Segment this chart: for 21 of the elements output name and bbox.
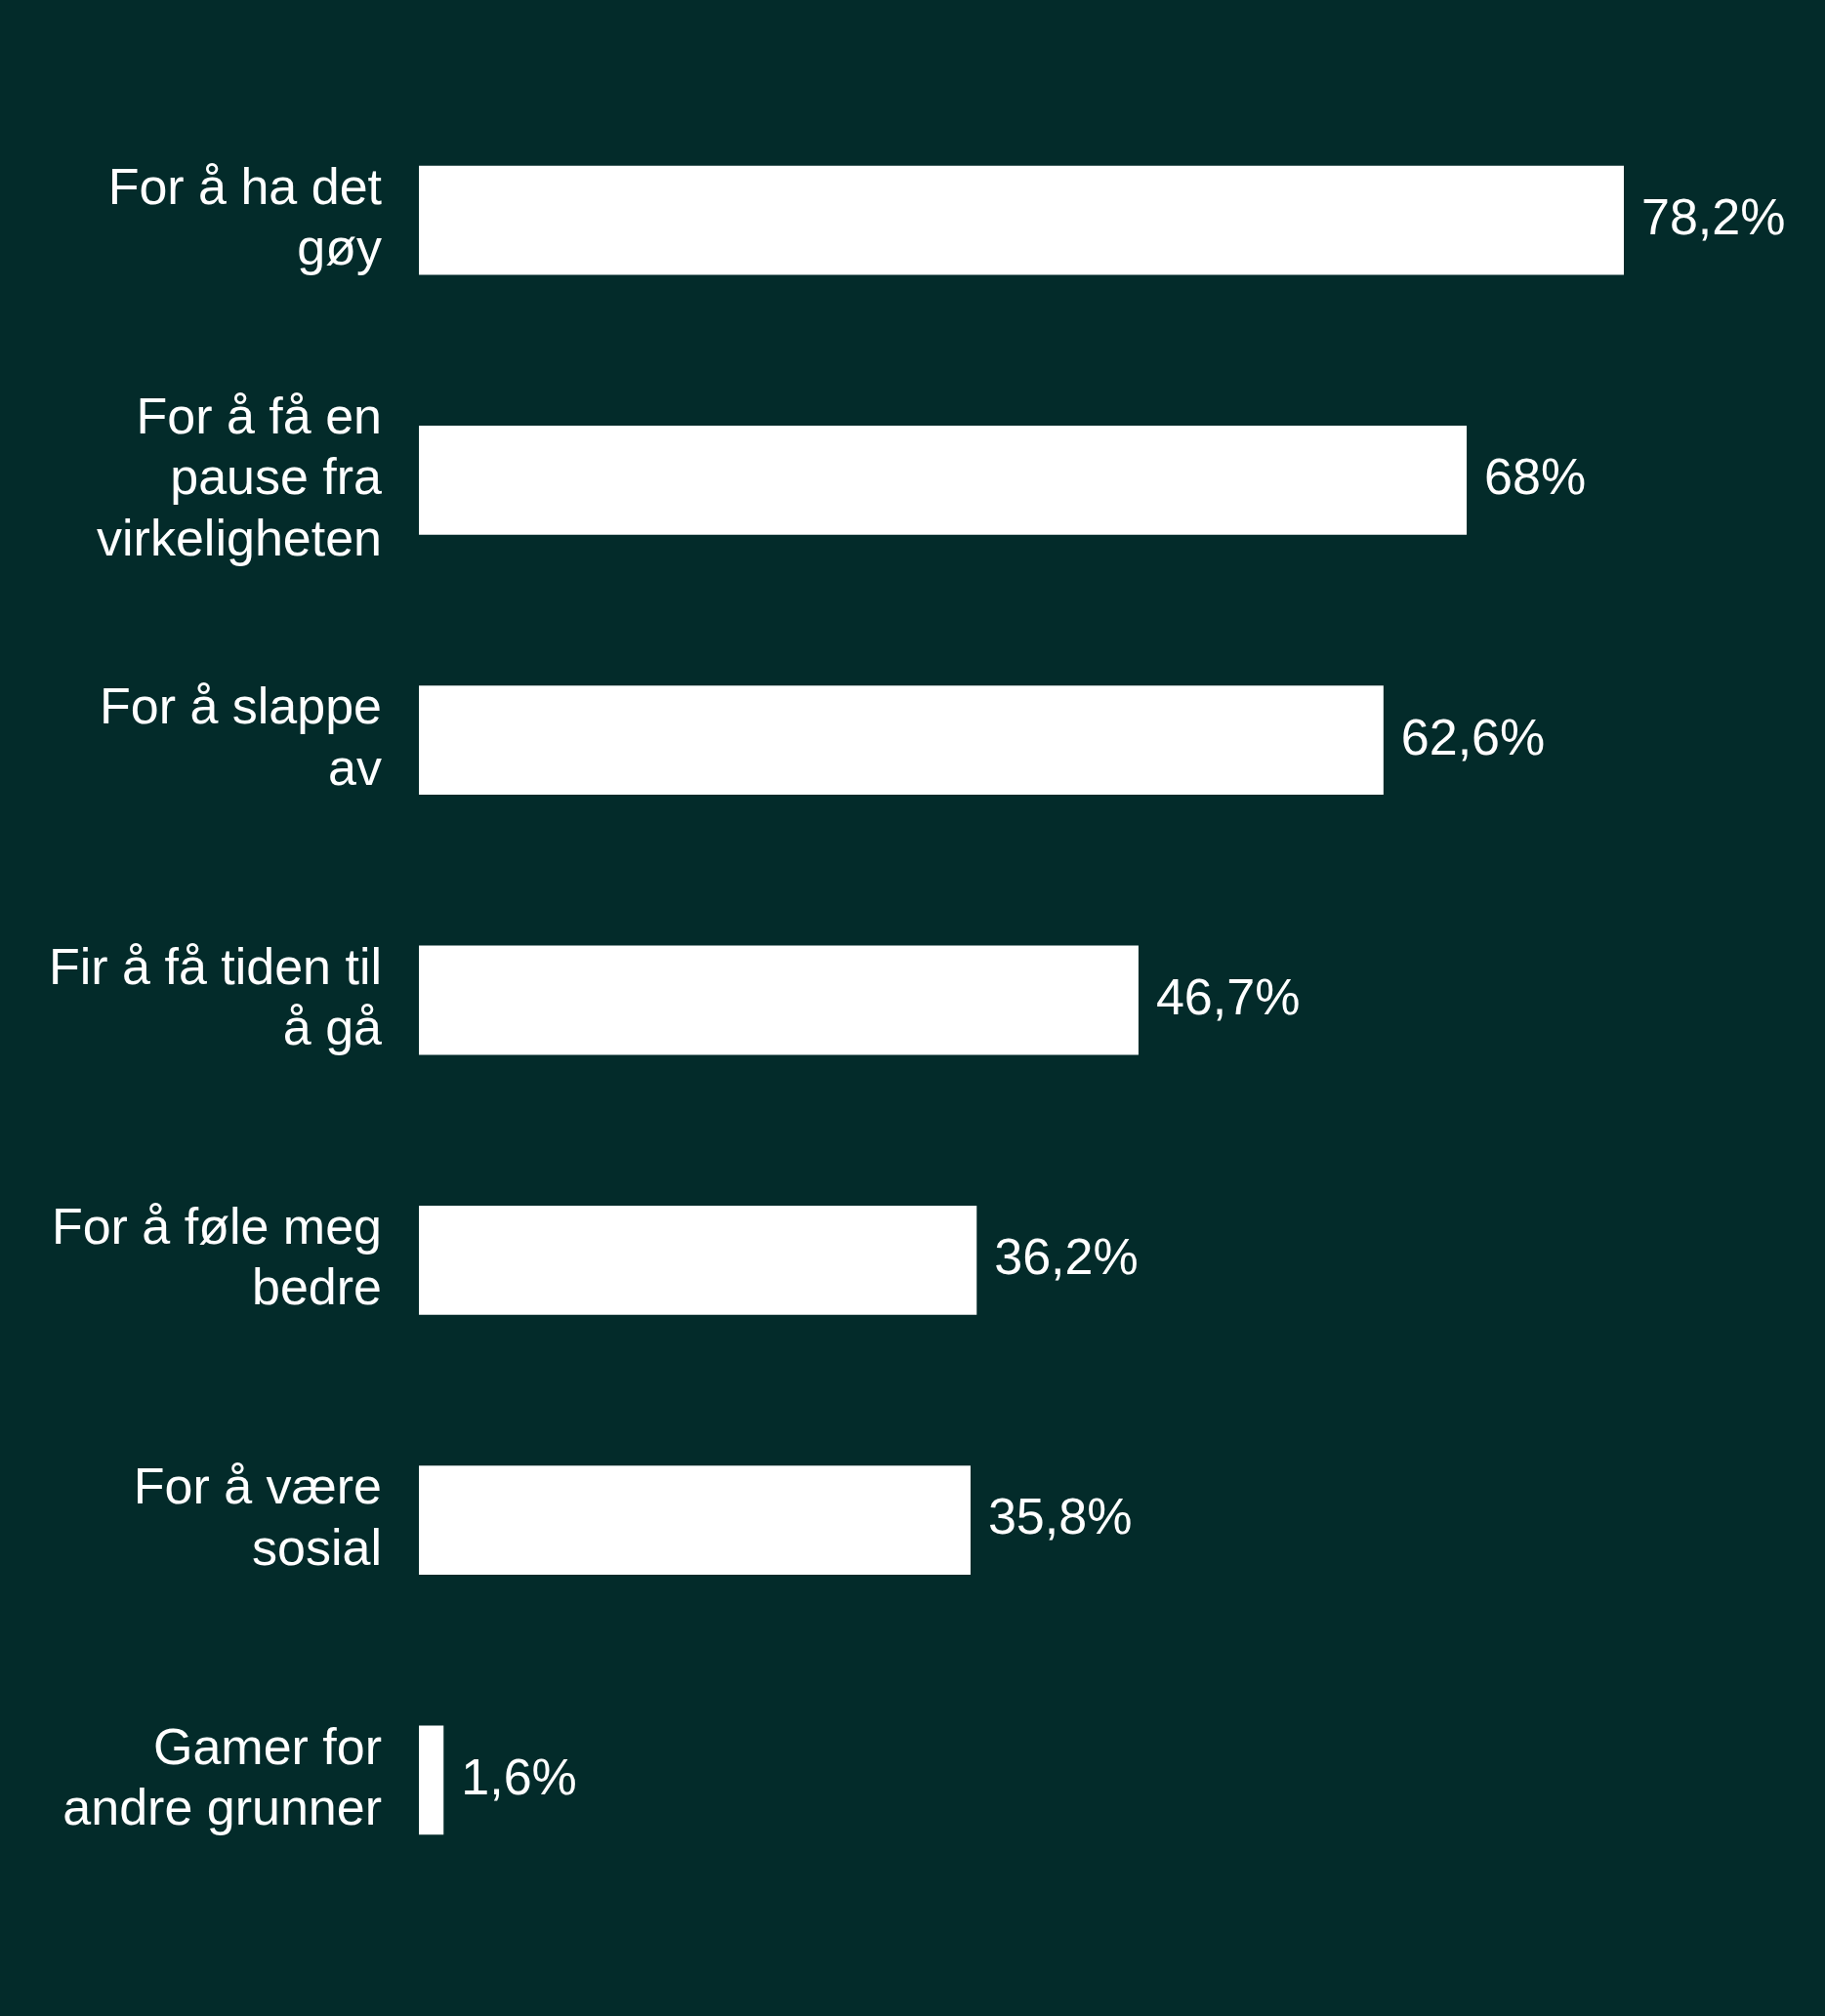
data-label: 36,2% — [994, 1228, 1139, 1286]
data-label: 1,6% — [461, 1748, 577, 1805]
y-tick-label: For å føle meg bedre — [51, 1197, 383, 1316]
bar — [419, 1465, 971, 1576]
y-tick-label: For å slappe av — [99, 678, 383, 796]
data-label: 78,2% — [1641, 187, 1786, 245]
bar — [419, 685, 1384, 796]
y-tick-label: Fir å få tiden til å gå — [48, 937, 383, 1056]
bar — [419, 1725, 444, 1835]
y-tick-label: For å ha det gøy — [107, 157, 383, 276]
bar — [419, 1205, 977, 1315]
data-label: 62,6% — [1400, 708, 1546, 765]
y-tick-label: For å få en pause fra virkeligheten — [97, 387, 383, 566]
y-tick-label: For å være sosial — [133, 1458, 383, 1576]
data-label: 46,7% — [1155, 967, 1301, 1025]
bar — [419, 425, 1468, 535]
y-tick-label: Gamer for andre grunner — [62, 1717, 383, 1835]
data-label: 35,8% — [987, 1488, 1133, 1545]
data-label: 68% — [1484, 448, 1587, 506]
bar — [419, 165, 1624, 275]
bar — [419, 945, 1139, 1055]
